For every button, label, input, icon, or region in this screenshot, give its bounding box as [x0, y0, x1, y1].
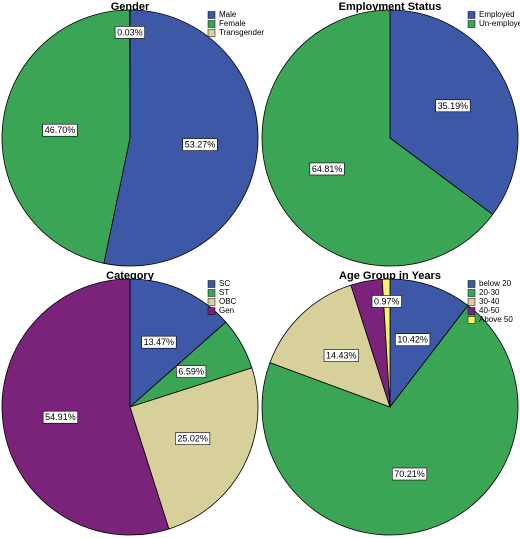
- legend-swatch: [207, 307, 216, 315]
- pie-slice: [1, 9, 131, 264]
- pie-slice: [269, 284, 391, 408]
- value-label-box: [435, 99, 471, 113]
- legend-label: 40-50: [479, 306, 500, 315]
- legend-swatch: [467, 298, 476, 306]
- legend-label: Transgender: [219, 28, 264, 37]
- legend-label: 30-40: [479, 297, 500, 306]
- pie-slice: [261, 9, 494, 267]
- pie-chart: Category 13.47% 6.59% 25.02% 54.91% SCSTOBCGe…: [1, 270, 259, 536]
- pie-chart: Age Group in Years 10.42% 70.21% 14.43% 0.97…: [261, 270, 519, 536]
- legend-label: SC: [219, 279, 230, 288]
- legend-swatch: [207, 280, 216, 288]
- value-label: 53.27%: [185, 140, 216, 150]
- value-label-box: [176, 365, 207, 378]
- value-label-box: [182, 138, 218, 151]
- legend-label: Female: [219, 19, 246, 28]
- value-label: 6.59%: [178, 367, 204, 377]
- value-label-box: [42, 410, 79, 424]
- chart-title: Gender: [111, 1, 150, 13]
- value-label-box: [371, 295, 402, 308]
- legend-label: ST: [219, 288, 229, 297]
- value-label: 64.81%: [312, 164, 343, 174]
- value-label-box: [309, 162, 345, 176]
- pie-slice: [381, 278, 391, 408]
- pie-slice: [129, 278, 227, 408]
- pie-slice: [261, 304, 519, 536]
- value-label: 14.43%: [326, 351, 357, 361]
- chart-title: Employment Status: [339, 1, 442, 13]
- legend-label: below 20: [479, 279, 512, 288]
- legend-swatch: [467, 289, 476, 297]
- legend-label: 20-30: [479, 288, 500, 297]
- legend-swatch: [207, 11, 216, 19]
- value-label: 10.42%: [397, 335, 428, 345]
- chart-title: Category: [106, 270, 155, 282]
- value-label: 0.97%: [374, 296, 400, 306]
- value-label-box: [175, 432, 211, 445]
- legend-swatch: [207, 20, 216, 28]
- pie-chart: Gender 53.27% 46.70% 0.03% MaleFemaleTransge…: [1, 1, 264, 267]
- pie-slice: [103, 9, 259, 267]
- value-label-box: [114, 26, 145, 39]
- legend-label: Gen: [219, 306, 234, 315]
- legend-swatch: [467, 11, 476, 19]
- legend-label: Above 50: [479, 315, 513, 324]
- legend-swatch: [467, 316, 476, 324]
- value-label: 70.21%: [394, 469, 425, 479]
- legend-swatch: [207, 298, 216, 306]
- value-label: 0.03%: [117, 27, 143, 37]
- value-label: 46.70%: [45, 125, 76, 135]
- value-label: 54.91%: [45, 412, 76, 422]
- pie-slice: [129, 367, 259, 530]
- value-label: 35.19%: [438, 101, 469, 111]
- value-label-box: [42, 123, 78, 137]
- legend-swatch: [207, 29, 216, 37]
- legend-label: OBC: [219, 297, 237, 306]
- value-label-box: [391, 467, 428, 481]
- pie-slice: [389, 9, 519, 216]
- value-label: 13.47%: [144, 337, 175, 347]
- legend-label: Male: [219, 10, 237, 19]
- legend-swatch: [467, 307, 476, 315]
- legend-swatch: [467, 20, 476, 28]
- pie-slice: [1, 278, 170, 536]
- chart-title: Age Group in Years: [339, 270, 441, 282]
- legend-label: Un-employed: [479, 19, 520, 28]
- legend-swatch: [467, 280, 476, 288]
- pie-chart: Employment Status 35.19% 64.81% EmployedUn-…: [261, 1, 520, 267]
- value-label-box: [141, 335, 177, 349]
- value-label-box: [395, 333, 431, 347]
- value-label-box: [323, 349, 359, 362]
- value-label: 25.02%: [177, 434, 208, 444]
- legend-swatch: [207, 289, 216, 297]
- legend-label: Employed: [479, 10, 515, 19]
